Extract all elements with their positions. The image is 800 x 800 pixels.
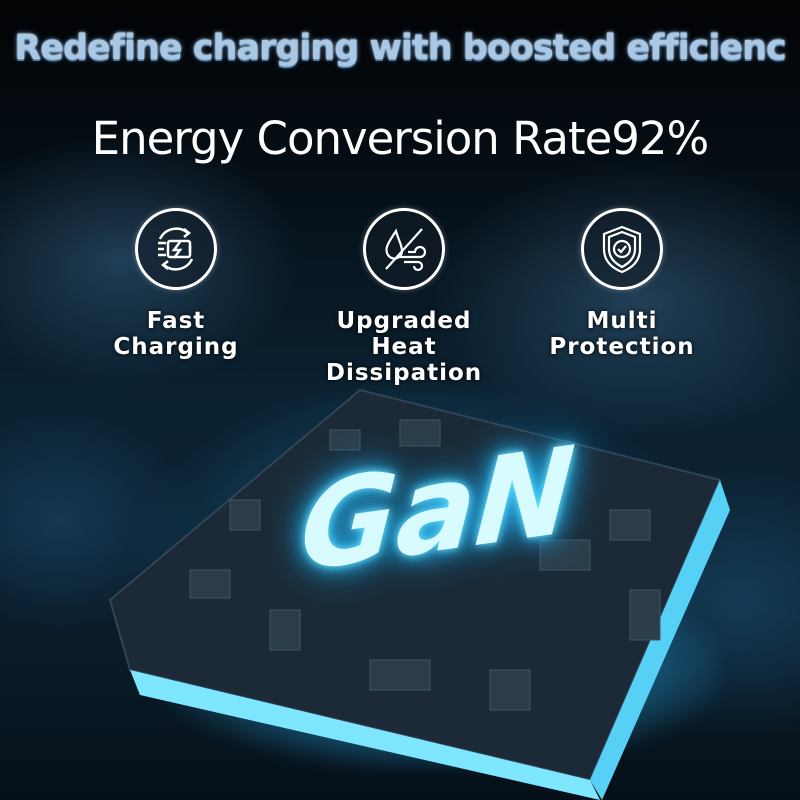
feature-label-line1: Fast [146,308,206,334]
chip-body [108,388,730,800]
feature-label-line1: Upgraded [336,308,472,334]
feature-fast-charging: Fast Charging [66,208,286,360]
fast-charging-battery-icon [135,208,217,290]
feature-label-line2: Heat Dissipation [325,334,483,386]
shield-check-icon [581,208,663,290]
feature-label-line1: Multi [586,308,658,334]
feature-heat-dissipation: Upgraded Heat Dissipation [294,208,514,386]
gan-chip-illustration: GaN [70,370,750,800]
feature-label-line2: Protection [549,334,695,360]
feature-label-line2: Charging [113,334,239,360]
heat-dissipation-water-wind-icon [363,208,445,290]
subheadline: Energy Conversion Rate92% [91,112,710,165]
headline: Redefine charging with boosted efficienc [14,28,786,68]
feature-multi-protection: Multi Protection [512,208,732,360]
